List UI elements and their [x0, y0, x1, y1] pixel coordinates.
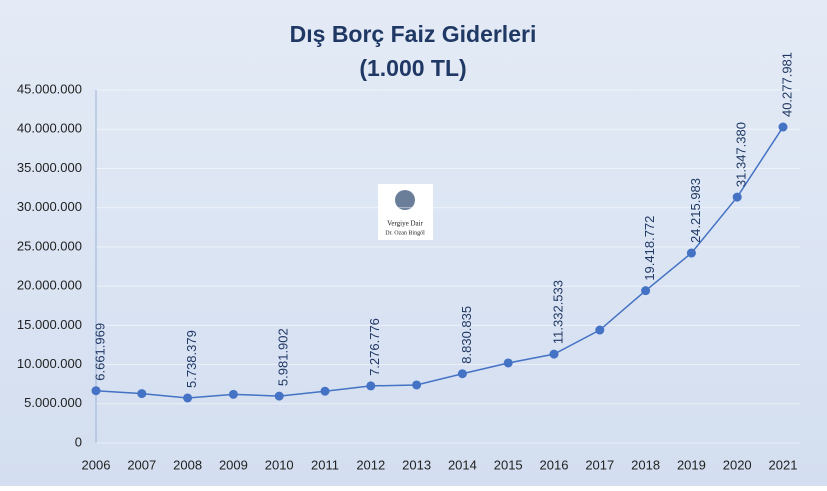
- value-label: 40.277.981: [779, 52, 794, 117]
- y-tick-label: 25.000.000: [17, 238, 82, 253]
- x-tick-label: 2009: [219, 457, 248, 472]
- point: [778, 122, 788, 132]
- point: [228, 389, 238, 399]
- x-tick-label: 2017: [585, 457, 614, 472]
- x-tick-label: 2012: [356, 457, 385, 472]
- value-label: 19.418.772: [642, 216, 657, 281]
- line: [95, 126, 784, 399]
- point: [183, 393, 193, 403]
- x-tick-label: 2014: [448, 457, 477, 472]
- x-tick-label: 2007: [127, 457, 156, 472]
- x-tick-label: 2006: [82, 457, 111, 472]
- value-label: 31.347.380: [734, 122, 749, 187]
- x-tick-label: 2011: [311, 457, 339, 472]
- point: [503, 358, 513, 368]
- point: [412, 380, 422, 390]
- value-label: 8.830.835: [459, 306, 474, 364]
- point: [549, 349, 559, 359]
- chart-title: Dış Borç Faiz Giderleri: [290, 21, 537, 47]
- y-tick-label: 45.000.000: [17, 81, 82, 96]
- y-tick-label: 20.000.000: [17, 278, 82, 293]
- x-tick-label: 2016: [540, 457, 569, 472]
- point: [137, 389, 147, 399]
- value-label: 24.215.983: [688, 178, 703, 243]
- logo-text: Vergiye Dair: [387, 220, 423, 228]
- point: [686, 248, 696, 258]
- point: [91, 386, 101, 396]
- y-tick-label: 0: [75, 434, 82, 449]
- x-tick-label: 2020: [723, 457, 752, 472]
- point: [274, 391, 284, 401]
- point: [320, 386, 330, 396]
- value-label: 5.981.902: [276, 328, 291, 386]
- point: [366, 381, 376, 391]
- x-tick-label: 2019: [677, 457, 706, 472]
- x-tick-label: 2018: [631, 457, 660, 472]
- value-label: 11.332.533: [550, 280, 565, 344]
- value-label: 7.276.776: [367, 318, 382, 376]
- logo-globe: [395, 190, 415, 210]
- chart-subtitle: (1.000 TL): [359, 55, 466, 81]
- x-tick-label: 2010: [265, 457, 294, 472]
- y-tick-label: 5.000.000: [24, 395, 82, 410]
- point: [457, 369, 467, 379]
- x-tick-label: 2013: [402, 457, 431, 472]
- x-tick-label: 2021: [769, 457, 798, 472]
- y-tick-label: 10.000.000: [17, 356, 82, 371]
- y-tick-label: 15.000.000: [17, 317, 82, 332]
- value-label: 5.738.379: [184, 330, 199, 388]
- watermark: Vergiye Dair Dr. Ozan Bingöl: [378, 184, 433, 240]
- y-tick-label: 40.000.000: [17, 121, 82, 136]
- y-tick-label: 30.000.000: [17, 199, 82, 214]
- y-tick-label: 35.000.000: [17, 160, 82, 175]
- value-label: 6.661.969: [92, 323, 107, 381]
- x-tick-label: 2008: [173, 457, 202, 472]
- point: [732, 192, 742, 202]
- point: [641, 286, 651, 296]
- logo-text: Dr. Ozan Bingöl: [385, 230, 425, 236]
- x-tick-label: 2015: [494, 457, 523, 472]
- point: [595, 325, 605, 335]
